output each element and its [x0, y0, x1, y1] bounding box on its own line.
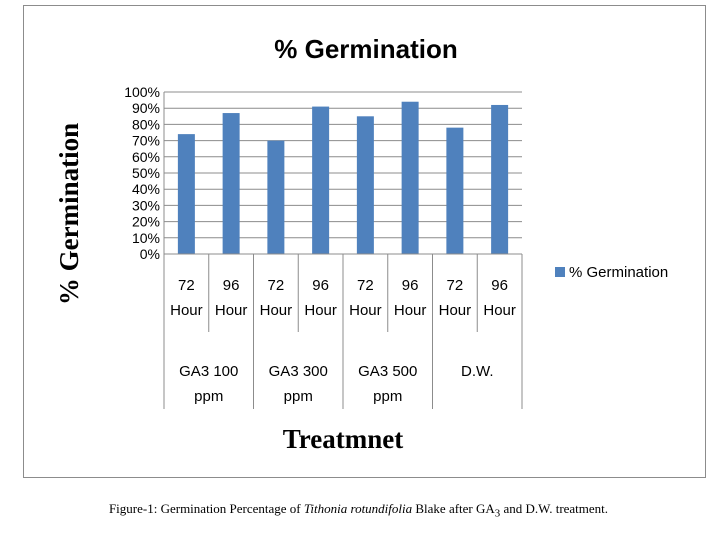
x-tick-label: 72 [357, 277, 374, 294]
group-label: ppm [373, 388, 402, 405]
y-tick-label: 20% [132, 214, 160, 230]
caption-middle: Blake after GA [412, 501, 495, 516]
group-label: GA3 500 [358, 363, 417, 380]
y-tick-label: 40% [132, 181, 160, 197]
x-axis-title: Treatmnet [283, 424, 403, 454]
bar-chart: % Germination0%10%20%30%40%50%60%70%80%9… [54, 34, 668, 454]
y-tick-label: 80% [132, 116, 160, 132]
x-tick-label: Hour [439, 302, 472, 319]
x-tick-label: 72 [268, 277, 285, 294]
y-tick-label: 0% [140, 246, 160, 262]
group-label: ppm [284, 388, 313, 405]
x-tick-label: 72 [447, 277, 464, 294]
y-tick-label: 70% [132, 133, 160, 149]
caption-prefix: Figure-1: Germination Percentage of [108, 501, 304, 516]
x-tick-label: Hour [260, 302, 293, 319]
x-tick-label: 72 [178, 277, 195, 294]
x-tick-label: Hour [349, 302, 382, 319]
y-tick-label: 100% [124, 84, 160, 100]
x-tick-label: Hour [170, 302, 203, 319]
y-tick-label: 30% [132, 197, 160, 213]
group-label: D.W. [461, 363, 494, 380]
bar [222, 113, 240, 254]
x-tick-label: Hour [394, 302, 427, 319]
x-tick-label: Hour [215, 302, 248, 319]
legend-label: % Germination [569, 264, 668, 281]
x-tick-label: 96 [402, 277, 419, 294]
y-tick-label: 10% [132, 230, 160, 246]
bar [401, 101, 419, 254]
caption-suffix: and D.W. treatment. [500, 501, 609, 516]
legend-swatch [555, 267, 565, 277]
bar [446, 127, 464, 254]
bar [177, 134, 195, 254]
y-axis-title: % Germination [54, 123, 84, 305]
x-tick-label: Hour [483, 302, 516, 319]
x-tick-label: 96 [491, 277, 508, 294]
group-label: GA3 300 [269, 363, 328, 380]
y-tick-label: 90% [132, 100, 160, 116]
x-tick-label: 96 [223, 277, 240, 294]
x-tick-label: Hour [304, 302, 337, 319]
figure-caption: Figure-1: Germination Percentage of Tith… [0, 501, 717, 520]
caption-species: Tithonia rotundifolia [303, 501, 413, 516]
bar [491, 104, 509, 255]
bar [356, 116, 374, 254]
chart-title: % Germination [274, 34, 457, 64]
chart-frame: % Germination 0% 10% 20% 30% 40% 50% 60% 70% 80% 9… [23, 5, 706, 478]
bar [312, 106, 330, 254]
group-label: ppm [194, 388, 223, 405]
x-tick-label: 96 [312, 277, 329, 294]
caption-subscript: 3 [494, 507, 501, 520]
y-tick-label: 50% [132, 165, 160, 181]
group-label: GA3 100 [179, 363, 238, 380]
y-tick-label: 60% [132, 149, 160, 165]
bar [267, 140, 285, 254]
